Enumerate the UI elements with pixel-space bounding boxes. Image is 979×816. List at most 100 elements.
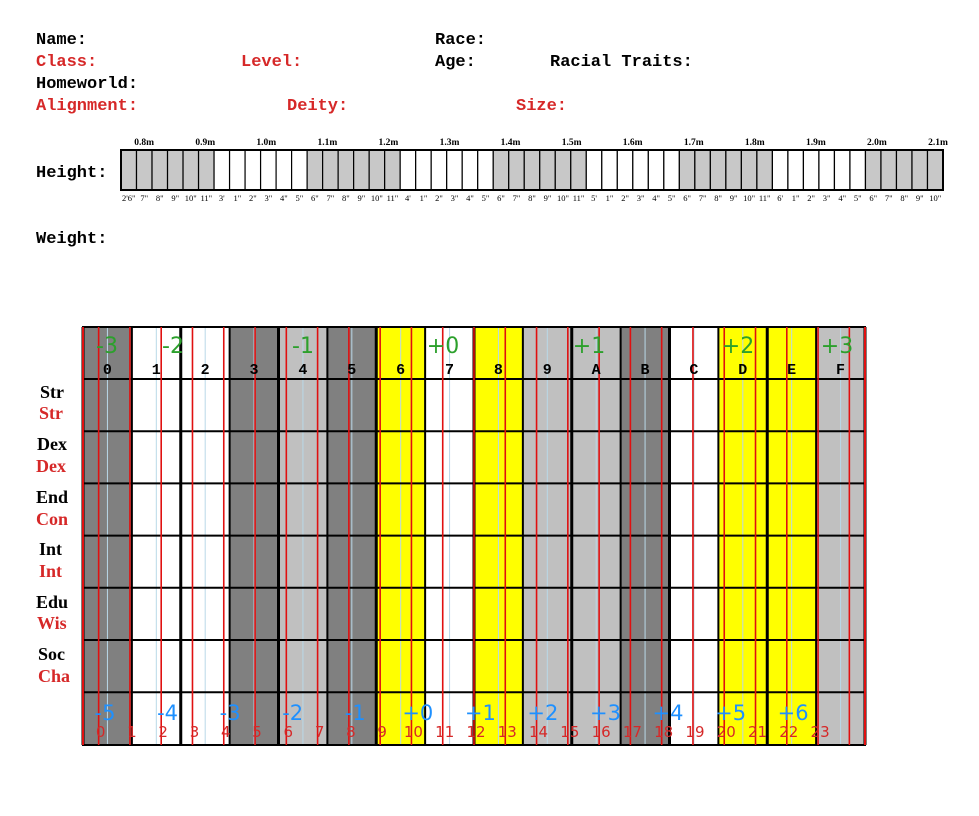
hex-column-label: 3	[250, 362, 259, 379]
race-label: Race:	[435, 31, 487, 50]
ruler-imperial-label: 9"	[544, 193, 552, 203]
ruler-imperial-label: 1"	[606, 193, 614, 203]
ruler-imperial-label: 11"	[759, 193, 771, 203]
ruler-imperial-label: 10"	[371, 193, 383, 203]
dnd-score: 1	[127, 723, 137, 741]
hex-column-label: 4	[298, 362, 307, 379]
ruler-imperial-label: 7"	[140, 193, 148, 203]
dnd-score: 20	[717, 723, 736, 741]
dnd-score: 6	[284, 723, 294, 741]
ruler-imperial-label: 8"	[156, 193, 164, 203]
ruler-imperial-label: 9"	[171, 193, 179, 203]
dnd-modifier: +1	[465, 701, 496, 725]
traveller-modifier: -3	[96, 334, 118, 359]
ruler-imperial-label: 3"	[637, 193, 645, 203]
ruler-imperial-label: 11"	[200, 193, 212, 203]
ruler-imperial-label: 8"	[714, 193, 722, 203]
alignment-label: Alignment:	[36, 97, 139, 116]
ruler-imperial-label: 10"	[185, 193, 197, 203]
ruler-imperial-label: 1"	[233, 193, 241, 203]
dnd-score: 16	[592, 723, 611, 741]
ruler-metric-label: 1.7m	[684, 138, 704, 148]
ruler-metric-label: 1.8m	[745, 138, 765, 148]
ruler-imperial-label: 5"	[854, 193, 862, 203]
ruler-metric-label: 1.1m	[317, 138, 337, 148]
ruler-imperial-label: 6'	[777, 193, 783, 203]
ruler-imperial-label: 4"	[652, 193, 660, 203]
ruler-imperial-label: 5"	[668, 193, 676, 203]
ruler-metric-label: 2.0m	[867, 138, 887, 148]
hex-column-label: 0	[103, 362, 112, 379]
ruler-imperial-label: 2"	[621, 193, 629, 203]
row-label-traveller: End	[36, 487, 69, 507]
row-label-traveller: Dex	[37, 434, 67, 454]
ruler-imperial-label: 3'	[219, 193, 225, 203]
height-ruler: 2'6" 7" 8" 9" 10" 11" 3' 1" 2" 3" 4" 5" 6" 7" 8" 9" 10" 1…	[120, 138, 948, 203]
ruler-imperial-label: 7"	[513, 193, 521, 203]
ruler-border	[120, 149, 944, 191]
dnd-modifier: +5	[715, 701, 746, 725]
ruler-metric-label: 1.2m	[379, 138, 399, 148]
dnd-score: 0	[96, 723, 106, 741]
row-label-traveller: Edu	[36, 592, 69, 612]
ruler-metric-label: 1.9m	[806, 138, 826, 148]
dnd-score: 4	[221, 723, 231, 741]
dnd-score: 7	[315, 723, 325, 741]
row-label-dnd: Str	[39, 403, 63, 423]
traveller-modifier: +1	[573, 334, 605, 359]
ruler-imperial-label: 3"	[264, 193, 272, 203]
ruler-imperial-label: 9"	[358, 193, 366, 203]
traveller-modifier: -2	[162, 334, 184, 359]
dnd-score: 12	[466, 723, 485, 741]
hex-column-label: 8	[494, 362, 503, 379]
dnd-score: 14	[529, 723, 548, 741]
row-label-dnd: Dex	[36, 456, 66, 476]
dnd-score: 23	[811, 723, 830, 741]
dnd-score: 8	[346, 723, 356, 741]
dnd-score: 18	[654, 723, 673, 741]
dnd-score: 22	[779, 723, 798, 741]
ruler-imperial-label: 11"	[573, 193, 585, 203]
ruler-metric-label: 1.0m	[256, 138, 276, 148]
ruler-imperial-label: 11"	[387, 193, 399, 203]
dnd-modifier: +3	[590, 701, 621, 725]
ruler-imperial-label: 2"	[435, 193, 443, 203]
ruler-metric-label: 1.4m	[501, 138, 521, 148]
row-label-dnd: Cha	[38, 666, 71, 686]
weight-label: Weight:	[36, 230, 108, 249]
row-label-traveller: Soc	[38, 644, 65, 664]
row-label-traveller: Int	[39, 539, 63, 559]
ruler-metric-label: 2.1m	[928, 138, 948, 148]
hex-column-label: D	[738, 362, 747, 379]
age-label: Age:	[435, 53, 476, 72]
ruler-imperial-label: 3"	[823, 193, 831, 203]
ruler-metric-label: 0.8m	[134, 138, 154, 148]
ruler-metric-label: 1.5m	[562, 138, 582, 148]
hex-column-label: A	[592, 362, 601, 379]
dnd-score: 15	[560, 723, 579, 741]
ruler-imperial-label: 4"	[466, 193, 474, 203]
ruler-imperial-label: 5"	[295, 193, 303, 203]
hex-column-label: E	[787, 362, 796, 379]
ruler-imperial-label: 6"	[869, 193, 877, 203]
dnd-modifier: -2	[282, 701, 303, 725]
traveller-modifier: +0	[427, 334, 459, 359]
dnd-score: 19	[685, 723, 704, 741]
dnd-modifier: -3	[220, 701, 241, 725]
traveller-modifier: -1	[292, 334, 314, 359]
ruler-imperial-label: 4"	[838, 193, 846, 203]
dnd-modifier: +0	[402, 701, 433, 725]
hex-column-label: F	[836, 362, 845, 379]
level-label: Level:	[241, 53, 303, 72]
ruler-imperial-label: 4'	[405, 193, 411, 203]
traveller-modifier: +3	[821, 334, 853, 359]
dnd-score: 3	[190, 723, 200, 741]
ruler-imperial-label: 5"	[482, 193, 490, 203]
dnd-score: 21	[748, 723, 767, 741]
ruler-imperial-label: 2"	[249, 193, 257, 203]
ruler-imperial-label: 10"	[929, 193, 941, 203]
ruler-imperial-label: 9"	[916, 193, 924, 203]
ruler-imperial-label: 9"	[730, 193, 738, 203]
ruler-imperial-label: 10"	[557, 193, 569, 203]
